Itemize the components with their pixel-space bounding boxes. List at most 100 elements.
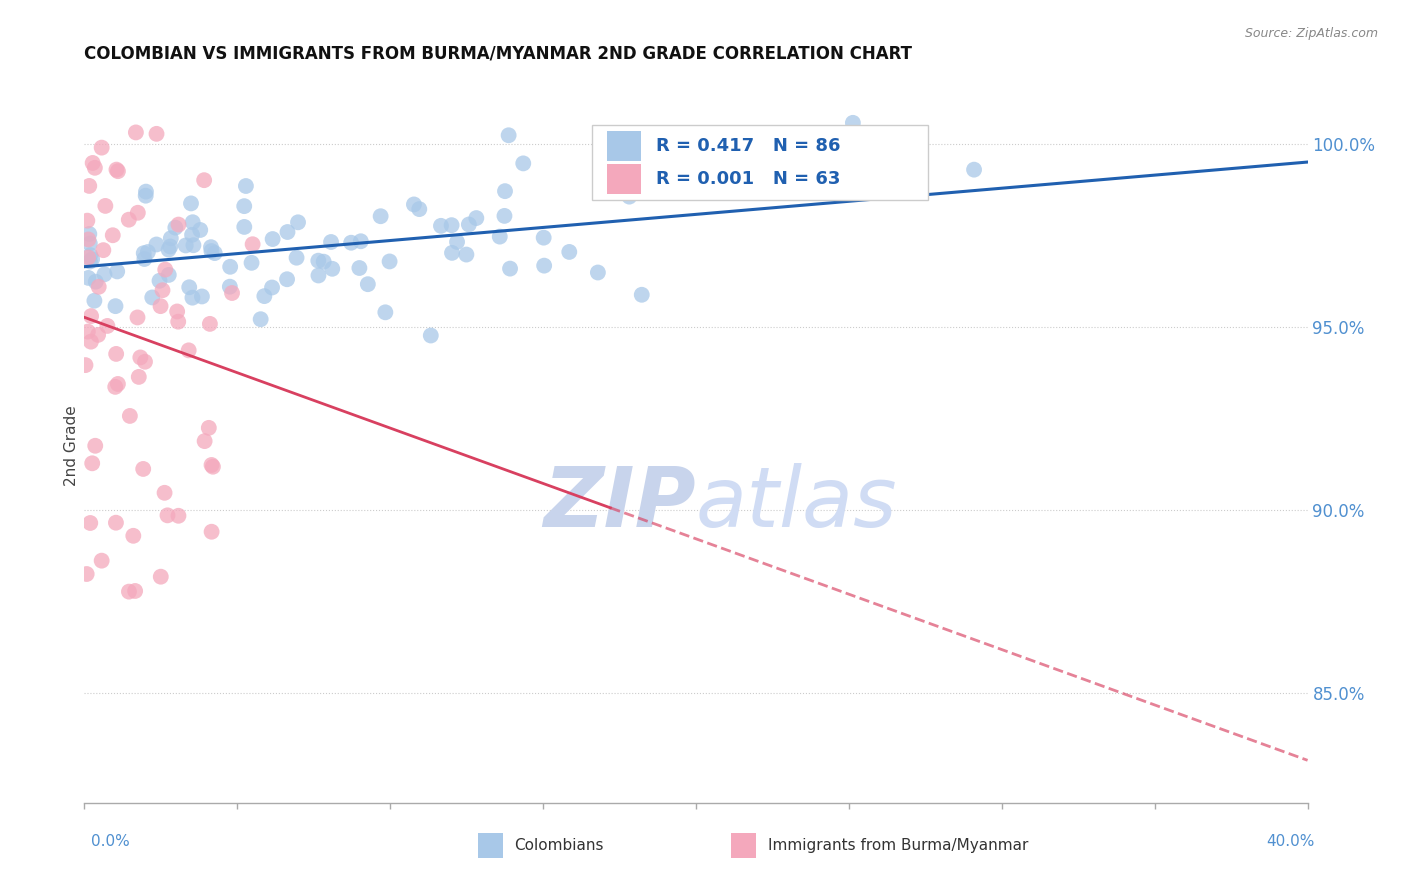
Point bbox=[287, 215, 309, 229]
Point bbox=[128, 370, 150, 384]
Point bbox=[194, 434, 217, 449]
Point bbox=[221, 285, 243, 300]
Point bbox=[167, 508, 190, 523]
Point bbox=[619, 189, 641, 203]
Point bbox=[357, 277, 380, 292]
Text: atlas: atlas bbox=[696, 463, 897, 543]
Point bbox=[152, 283, 174, 297]
Point bbox=[84, 439, 107, 453]
Point bbox=[408, 202, 430, 216]
Point bbox=[374, 305, 396, 319]
Point bbox=[179, 280, 201, 294]
Point bbox=[167, 218, 190, 232]
Point bbox=[533, 230, 555, 244]
Text: R = 0.417   N = 86: R = 0.417 N = 86 bbox=[655, 136, 841, 154]
Point bbox=[446, 235, 468, 249]
Point bbox=[132, 462, 155, 476]
Text: ZIP: ZIP bbox=[543, 463, 696, 543]
Point bbox=[104, 516, 127, 530]
Point bbox=[90, 554, 112, 568]
Point bbox=[204, 246, 226, 260]
Point bbox=[235, 179, 257, 194]
Point bbox=[136, 245, 159, 260]
Point bbox=[174, 238, 197, 252]
Point bbox=[155, 262, 177, 277]
Point bbox=[129, 351, 152, 365]
Point bbox=[150, 12, 173, 26]
Point bbox=[260, 280, 283, 294]
Point bbox=[200, 524, 222, 539]
Point bbox=[200, 244, 222, 258]
Point bbox=[157, 243, 180, 257]
Point bbox=[79, 227, 101, 241]
Point bbox=[101, 228, 124, 243]
Point bbox=[77, 232, 100, 246]
Point bbox=[76, 567, 98, 582]
Point bbox=[135, 185, 157, 199]
Point bbox=[285, 251, 308, 265]
Y-axis label: 2nd Grade: 2nd Grade bbox=[63, 406, 79, 486]
Point bbox=[82, 456, 104, 470]
Point bbox=[430, 219, 453, 233]
Point bbox=[118, 584, 141, 599]
Point bbox=[83, 161, 105, 175]
Point bbox=[107, 164, 129, 178]
Point bbox=[440, 245, 463, 260]
Text: Immigrants from Burma/Myanmar: Immigrants from Burma/Myanmar bbox=[768, 838, 1028, 853]
Point bbox=[76, 213, 98, 227]
Point bbox=[201, 459, 224, 474]
Point bbox=[134, 355, 156, 369]
Point bbox=[82, 156, 104, 170]
Point bbox=[166, 304, 188, 318]
Point bbox=[149, 570, 172, 584]
Point bbox=[149, 299, 172, 313]
Point bbox=[90, 141, 112, 155]
Point bbox=[145, 237, 167, 252]
Point bbox=[167, 315, 190, 329]
Point bbox=[118, 212, 141, 227]
Point bbox=[249, 312, 271, 326]
Point bbox=[181, 215, 204, 229]
FancyBboxPatch shape bbox=[606, 130, 641, 161]
Point bbox=[122, 529, 145, 543]
Point bbox=[84, 275, 107, 289]
Point bbox=[219, 260, 242, 274]
Point bbox=[118, 409, 141, 423]
Point bbox=[378, 254, 401, 268]
Point bbox=[83, 293, 105, 308]
Point bbox=[181, 291, 204, 305]
Text: 0.0%: 0.0% bbox=[91, 834, 131, 849]
Point bbox=[105, 162, 128, 177]
Point bbox=[148, 274, 170, 288]
Text: COLOMBIAN VS IMMIGRANTS FROM BURMA/MYANMAR 2ND GRADE CORRELATION CHART: COLOMBIAN VS IMMIGRANTS FROM BURMA/MYANM… bbox=[84, 45, 912, 62]
Point bbox=[77, 178, 100, 193]
Point bbox=[127, 310, 149, 325]
Point bbox=[124, 584, 146, 599]
Point bbox=[80, 252, 103, 267]
Point bbox=[127, 206, 149, 220]
Point bbox=[105, 347, 128, 361]
Point bbox=[276, 225, 298, 239]
Point bbox=[156, 508, 179, 523]
Point bbox=[132, 246, 155, 260]
Point bbox=[253, 289, 276, 303]
Point bbox=[80, 309, 103, 323]
Point bbox=[180, 196, 202, 211]
Point bbox=[145, 127, 167, 141]
Point bbox=[191, 289, 214, 303]
Point bbox=[349, 260, 371, 275]
Point bbox=[533, 259, 555, 273]
Point bbox=[76, 325, 98, 339]
Point bbox=[456, 247, 478, 261]
Point bbox=[498, 128, 520, 143]
Point bbox=[307, 268, 329, 283]
Point bbox=[105, 264, 128, 278]
Point bbox=[75, 358, 97, 372]
Point bbox=[188, 223, 211, 237]
Point bbox=[96, 318, 118, 333]
Point bbox=[242, 237, 264, 252]
Point bbox=[307, 253, 329, 268]
Point bbox=[134, 252, 156, 266]
Text: Source: ZipAtlas.com: Source: ZipAtlas.com bbox=[1244, 27, 1378, 40]
Point bbox=[177, 343, 200, 358]
